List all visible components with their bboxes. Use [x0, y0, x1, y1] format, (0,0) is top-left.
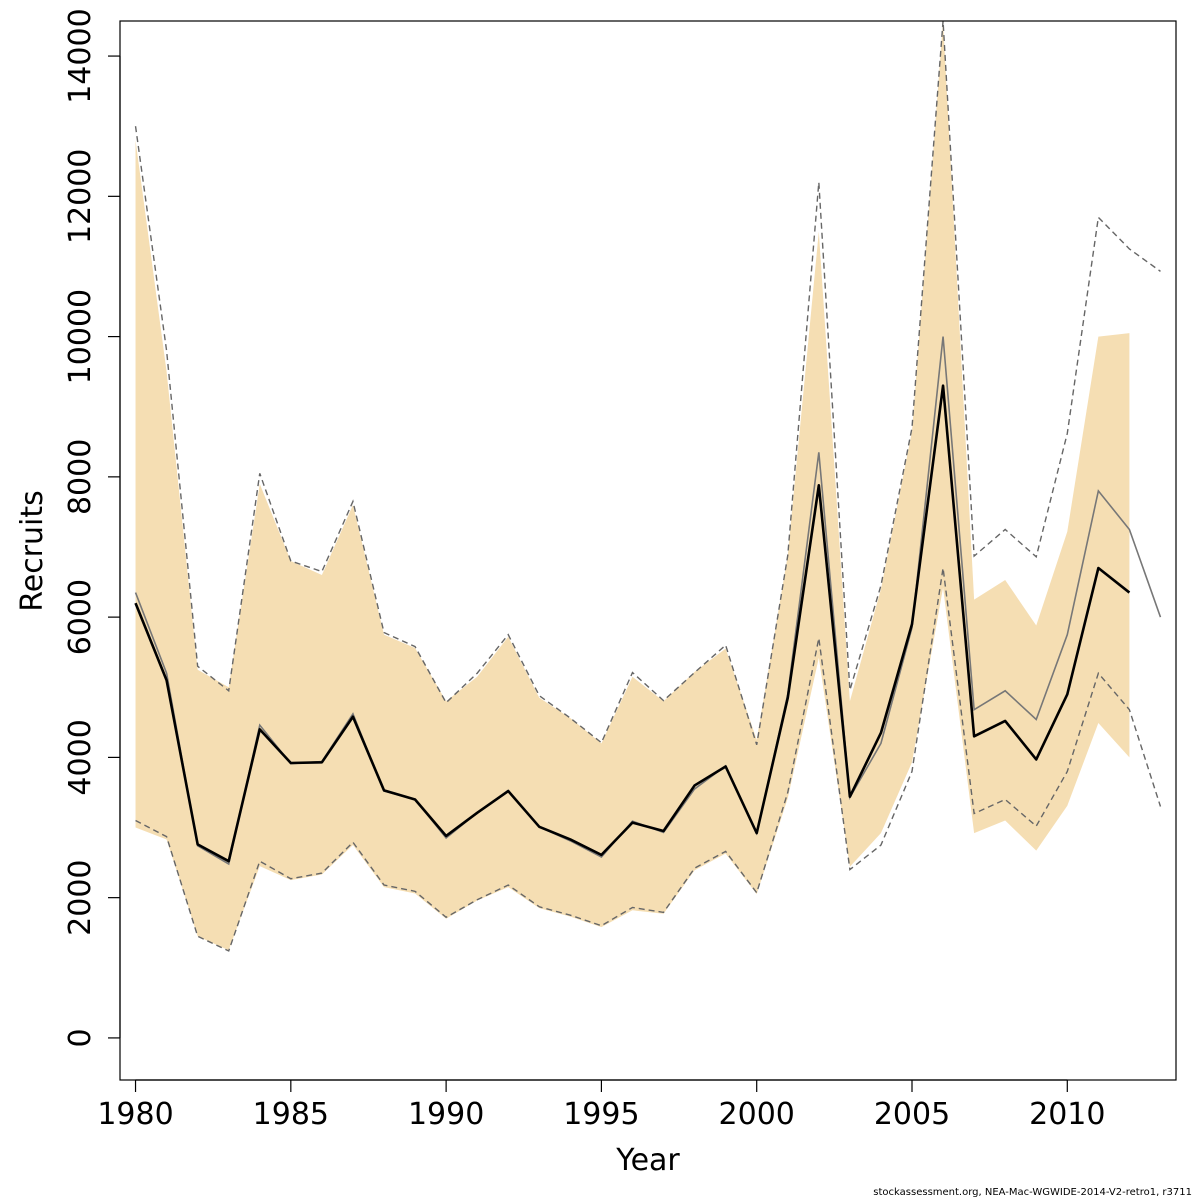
y-tick-label: 6000 [63, 579, 98, 655]
x-tick-label: 1980 [97, 1097, 173, 1132]
retro-lower-ci-line [135, 567, 1162, 952]
estimate-line [134, 384, 1131, 863]
x-tick-label: 2010 [1029, 1097, 1105, 1132]
y-axis-title: Recruits [15, 490, 50, 612]
x-tick-label: 1995 [563, 1097, 639, 1132]
y-tick-label: 10000 [63, 289, 98, 384]
x-axis: 1980 1985 1990 1995 2000 2005 2010 [97, 1079, 1105, 1132]
x-tick-label: 2005 [874, 1097, 950, 1132]
x-tick-label: 2000 [719, 1097, 795, 1132]
x-tick-label: 1985 [253, 1097, 329, 1132]
y-tick-label: 0 [63, 1028, 98, 1047]
y-tick-label: 8000 [63, 439, 98, 515]
x-axis-title: Year [615, 1143, 680, 1178]
footer-credit: stockassessment.org, NEA-Mac-WGWIDE-2014… [873, 1187, 1192, 1198]
confidence-band [135, 21, 1130, 951]
y-tick-label: 2000 [63, 859, 98, 935]
retro-upper-ci-line [134, 21, 1161, 745]
y-axis: 0 2000 4000 6000 8000 10000 12000 14000 [63, 8, 121, 1047]
x-tick-label: 1990 [408, 1097, 484, 1132]
y-tick-label: 4000 [63, 719, 98, 795]
y-tick-label: 12000 [63, 149, 98, 244]
y-tick-label: 14000 [63, 8, 98, 103]
